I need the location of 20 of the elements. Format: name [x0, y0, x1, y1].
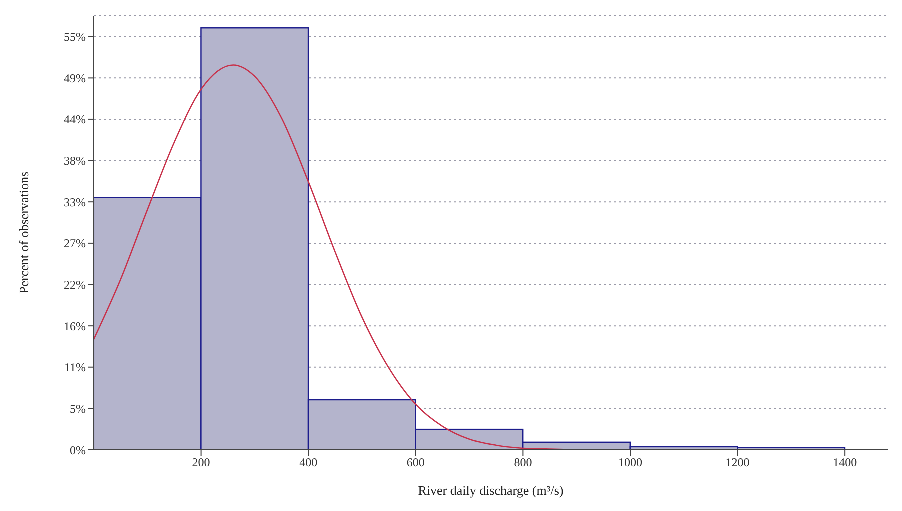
- x-tick-label: 200: [192, 456, 210, 470]
- x-tick-label: 1200: [726, 456, 750, 470]
- x-tick-label: 1400: [833, 456, 858, 470]
- y-tick-label: 5%: [70, 402, 86, 416]
- x-tick-label: 800: [514, 456, 532, 470]
- x-tick-label: 1000: [618, 456, 642, 470]
- x-tick-label: 400: [300, 456, 318, 470]
- y-tick-label: 27%: [64, 236, 86, 251]
- y-tick-label: 11%: [64, 360, 86, 375]
- y-tick-label: 0%: [70, 443, 86, 458]
- x-tick-label: 600: [406, 456, 425, 470]
- y-axis-title: Percent of observations: [16, 172, 32, 294]
- x-axis-title: River daily discharge (m³/s): [418, 483, 564, 498]
- y-tick-label: 49%: [64, 71, 86, 86]
- y-tick-label: 44%: [64, 112, 86, 127]
- y-tick-label: 22%: [64, 278, 86, 292]
- y-tick-label: 55%: [64, 30, 86, 44]
- y-tick-label: 16%: [64, 319, 86, 334]
- y-tick-label: 33%: [64, 195, 86, 210]
- y-tick-label: 38%: [64, 154, 86, 168]
